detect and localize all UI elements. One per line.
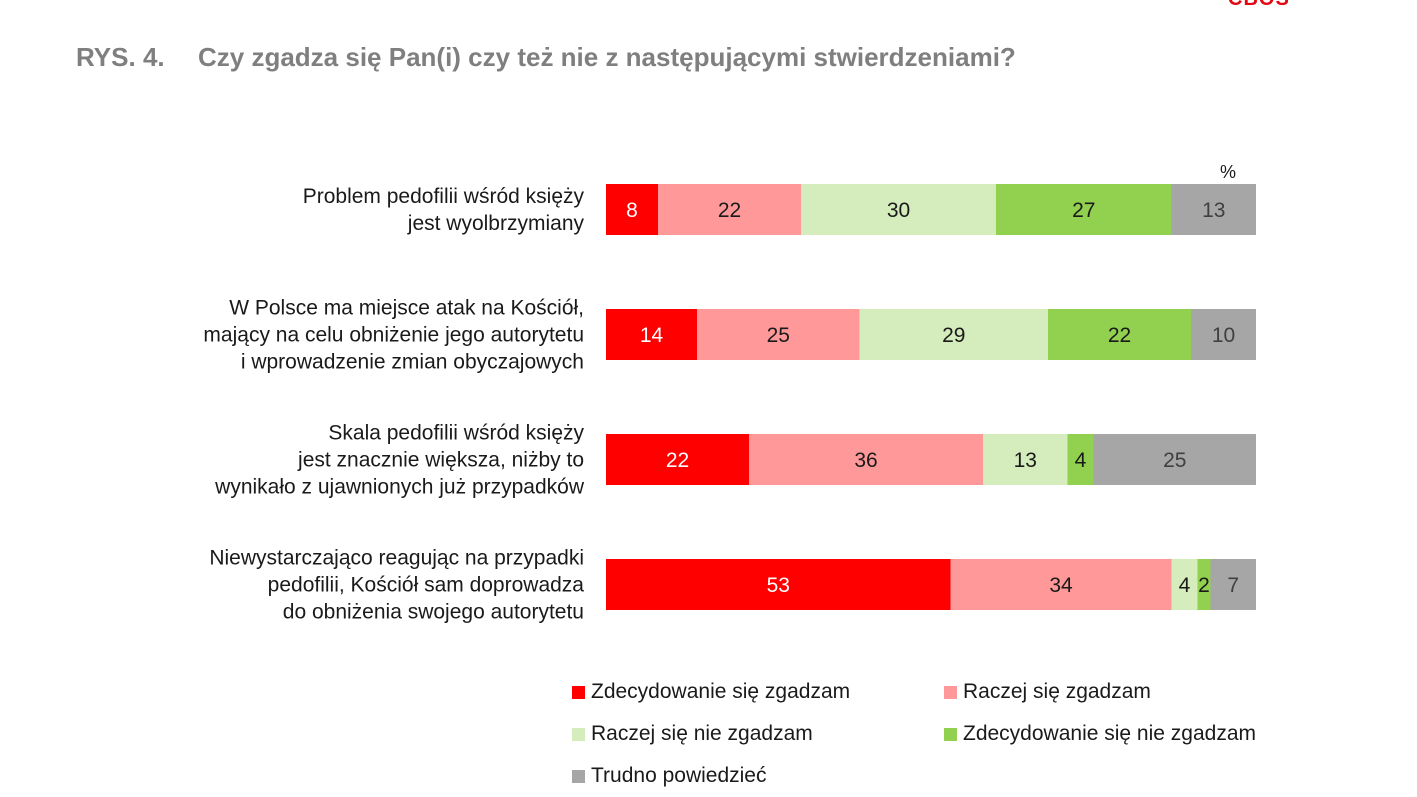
- legend-label: Zdecydowanie się nie zgadzam: [963, 722, 1256, 745]
- data-label: 34: [1049, 574, 1073, 597]
- data-label: 4: [1075, 449, 1087, 472]
- category-label: Problem pedofilii wśród księży jest wyolb…: [303, 185, 585, 235]
- unit-label: %: [1220, 162, 1236, 182]
- data-label: 7: [1227, 574, 1239, 597]
- data-label: 10: [1212, 324, 1235, 347]
- bar-segment: [606, 184, 658, 235]
- bar-segment: [801, 184, 996, 235]
- legend-item: Raczej się zgadzam: [944, 680, 1364, 704]
- bar-segment: [1171, 184, 1256, 235]
- logo-fragment: CBOS: [1228, 0, 1290, 11]
- bar-segment: [749, 434, 983, 485]
- legend-swatch: [572, 727, 585, 741]
- legend-label: Raczej się zgadzam: [963, 680, 1151, 703]
- data-label: 29: [942, 324, 965, 347]
- bar-segment: [606, 434, 749, 485]
- bar-segment: [658, 184, 801, 235]
- legend-swatch: [572, 769, 585, 783]
- legend-item: Zdecydowanie się nie zgadzam: [944, 722, 1364, 746]
- bar-segment: [859, 309, 1048, 360]
- bar-segment: [606, 309, 697, 360]
- legend-swatch: [944, 727, 957, 741]
- legend-swatch: [572, 685, 585, 699]
- legend: Zdecydowanie się zgadzam Raczej się zgad…: [572, 680, 1372, 788]
- legend-item: Trudno powiedzieć: [572, 764, 944, 788]
- chart-title: Czy zgadza się Pan(i) czy też nie z nast…: [198, 42, 1016, 72]
- bar-segment: [1093, 434, 1256, 485]
- data-label: 13: [1202, 199, 1225, 222]
- bar-segment: [950, 559, 1172, 610]
- data-label: 14: [640, 324, 664, 347]
- figure-number: RYS. 4.: [76, 42, 165, 72]
- data-label: 27: [1072, 199, 1095, 222]
- data-label: 30: [887, 199, 910, 222]
- bar-segment: [1197, 559, 1211, 610]
- data-label: 22: [1108, 324, 1131, 347]
- data-label: 13: [1014, 449, 1037, 472]
- legend-swatch: [944, 685, 957, 699]
- bar-segment: [996, 184, 1172, 235]
- data-label: 53: [767, 574, 790, 597]
- data-label: 2: [1198, 574, 1210, 597]
- bar-segment: [1171, 559, 1198, 610]
- data-label: 4: [1179, 574, 1191, 597]
- bar-segment: [697, 309, 860, 360]
- bar-segment: [1067, 434, 1094, 485]
- data-label: 36: [854, 449, 877, 472]
- bar-segment: [1210, 559, 1256, 610]
- legend-item: Raczej się nie zgadzam: [572, 722, 944, 746]
- bar-segment: [1048, 309, 1191, 360]
- data-label: 8: [626, 199, 638, 222]
- bar-segment: [983, 434, 1068, 485]
- data-label: 25: [767, 324, 790, 347]
- category-label: Niewystarczająco reagując na przypadki pe…: [209, 547, 584, 624]
- legend-label: Raczej się nie zgadzam: [591, 722, 813, 745]
- data-label: 22: [718, 199, 741, 222]
- legend-label: Zdecydowanie się zgadzam: [591, 680, 851, 703]
- data-label: 22: [666, 449, 689, 472]
- category-label: Skala pedofilii wśród księży jest znaczni…: [214, 422, 585, 499]
- figure-header: RYS. 4. Czy zgadza się Pan(i) czy też nie…: [76, 42, 1016, 73]
- bar-segment: [1191, 309, 1256, 360]
- chart-rows: Problem pedofilii wśród księży jest wyolb…: [203, 184, 1256, 624]
- legend-label: Trudno powiedzieć: [591, 764, 767, 787]
- category-label: W Polsce ma miejsce atak na Kościół, mają…: [203, 297, 584, 374]
- legend-item: Zdecydowanie się zgadzam: [572, 680, 944, 704]
- stacked-bar-chart: % Problem pedofilii wśród księży jest wyo…: [203, 162, 1256, 624]
- data-label: 25: [1163, 449, 1186, 472]
- bar-segment: [606, 559, 951, 610]
